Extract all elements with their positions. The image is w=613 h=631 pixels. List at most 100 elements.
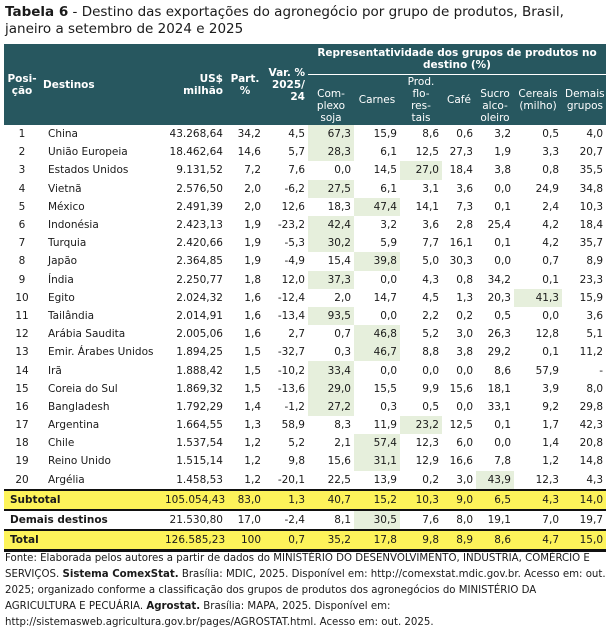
cell-prod: 5,2 [422,328,439,341]
cell-var: -2,4 [264,508,308,531]
header-part: Part. % [226,44,264,125]
cell-carnes: 30,5 [354,508,400,531]
cell-sucro: 0,5 [494,309,511,322]
cell-demais: 15,9 [579,291,604,304]
table-row: 6 Indonésia 2.423,13 1,9 -23,2 42,4 3,2 3,6 2,8 2… [4,215,606,235]
cell-carnes: 15,5 [373,382,397,395]
cell-carnes: 0,0 [380,364,397,377]
cell-cafe: 6,0 [456,437,473,450]
cell-cafe: 8,0 [442,508,476,531]
cell-cereais: 2,4 [542,200,559,213]
table-row: 10 Egito 2.024,32 1,6 -12,4 2,0 14,7 4,5 1,3 20,3… [4,288,606,307]
cell-demais: 3,6 [586,309,604,322]
cell-prod: 2,2 [422,309,439,322]
cell-soja: 0,7 [334,328,351,341]
table-row: 13 Emir. Árabes Unidos 1.894,25 1,5 -32,7 0,3… [4,343,606,362]
cell-cereais: 0,1 [542,346,559,359]
cell-cereais: 1,2 [542,455,559,468]
cell-cereais: 12,8 [535,328,559,341]
cell-cafe: 8,9 [442,529,476,553]
cell-carnes: 11,9 [373,419,397,432]
cell-sucro: 1,9 [494,146,511,159]
cell-part: 100 [226,529,264,553]
cell-usd: 105.054,43 [162,488,226,510]
cell-cafe: 0,8 [456,273,473,286]
cell-destino: Índia [48,273,74,286]
cell-prod: 9,8 [400,529,442,553]
cell-destino: México [48,200,85,213]
table-body: 1 China 43.268,64 34,2 4,5 67,3 15,9 8,6 0,6 3,2 0… [4,125,607,553]
cell-usd: 1.792,29 [176,400,223,413]
cell-var: 2,7 [288,328,305,341]
cell-posicao: 15 [15,382,29,395]
cell-destino: Reino Unido [48,455,111,468]
cell-carnes: 0,0 [380,273,397,286]
cell-posicao: 6 [18,219,26,232]
cell-var: 5,2 [288,437,305,450]
cell-demais: 4,3 [586,473,604,486]
cell-sucro: 8,6 [494,364,511,377]
cell-posicao: 17 [15,419,29,432]
cell-destino: Argentina [48,419,100,432]
source-note: Fonte: Elaborada pelos autores a partir … [5,551,607,631]
source-text: Brasília: MDIC, 2025. Disponível em: htt… [5,569,606,612]
cell-cafe: 15,6 [449,382,473,395]
cell-destino: Chile [48,437,75,450]
cell-part: 1,3 [244,419,261,432]
cell-cafe: 0,0 [456,364,473,377]
cell-part: 1,5 [244,382,261,395]
cell-usd: 1.664,55 [176,419,223,432]
header-sucro: Sucro alco-oleiro [476,74,514,125]
cell-prod: 9,9 [422,382,439,395]
cell-demais: 18,4 [579,219,604,232]
cell-var: 58,9 [281,419,305,432]
cell-soja: 0,0 [334,164,351,177]
cell-soja: 0,3 [334,346,351,359]
cell-cereais: 0,8 [542,164,559,177]
cell-demais: 8,9 [586,255,604,268]
cell-usd: 18.462,64 [169,146,223,159]
cell-part: 1,8 [244,273,261,286]
cell-var: 12,6 [281,200,305,213]
table-row: 19 Reino Unido 1.515,14 1,2 9,8 15,6 31,1 12,9 1… [4,452,606,471]
cell-cafe: 12,5 [449,419,473,432]
cell-soja: 29,0 [308,379,354,398]
cell-var: -5,3 [284,237,306,250]
cell-soja: 37,3 [308,270,354,289]
cell-sucro: 7,8 [494,455,511,468]
cell-part: 83,0 [226,488,264,510]
cell-demais: 35,5 [579,164,604,177]
cell-sucro: 43,9 [476,470,514,490]
cell-destino: Egito [48,291,75,304]
cell-soja: 27,5 [308,179,354,198]
cell-demais: - [599,364,604,377]
cell-usd: 2.014,91 [176,309,223,322]
cell-cereais: 4,2 [542,219,559,232]
cell-cereais: 57,9 [535,364,559,377]
cell-prod: 12,9 [415,455,439,468]
cell-soja: 93,5 [308,306,354,326]
summary-row: Subtotal 105.054,43 83,0 1,3 40,7 15,2 10,3 9,0… [4,488,607,510]
cell-destino: Emir. Árabes Unidos [48,346,154,359]
cell-sucro: 33,1 [487,400,511,413]
cell-soja: 27,2 [308,397,354,416]
cell-usd: 126.585,23 [162,529,226,553]
cell-carnes: 57,4 [354,434,400,453]
cell-cafe: 0,6 [456,128,473,141]
cell-posicao: 9 [18,273,26,286]
cell-posicao: 4 [18,182,26,195]
cell-carnes: 14,5 [373,164,397,177]
cell-usd: 2.024,32 [176,291,223,304]
cell-carnes: 6,1 [380,146,397,159]
cell-sucro: 19,1 [476,508,514,531]
cell-posicao: 16 [15,400,29,413]
cell-sucro: 0,0 [494,255,511,268]
cell-soja: 8,1 [308,508,354,531]
cell-carnes: 31,1 [354,452,400,471]
cell-cafe: 7,3 [456,200,473,213]
cell-part: 2,0 [244,200,261,213]
cell-cafe: 3,8 [456,346,473,359]
cell-posicao: 20 [15,473,29,486]
cell-carnes: 17,8 [354,529,400,553]
cell-var: -10,2 [277,364,305,377]
